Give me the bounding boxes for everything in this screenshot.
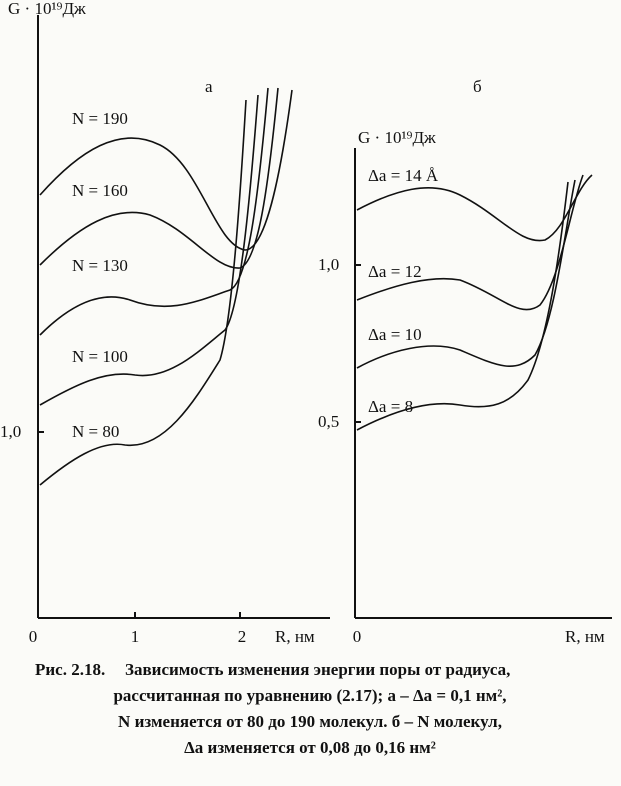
curve xyxy=(356,174,593,242)
curve xyxy=(356,181,569,431)
curve-label: N = 80 xyxy=(72,422,119,441)
caption: Рис. 2.18. Зависимость изменения энергии… xyxy=(35,660,510,757)
caption-line: Δa изменяется от 0,08 до 0,16 нм² xyxy=(184,738,436,757)
y-label: G · 10¹⁹Дж xyxy=(358,128,436,147)
curve-label: Δa = 12 xyxy=(368,262,422,281)
caption-line: N изменяется от 80 до 190 молекул. б – N… xyxy=(118,712,502,731)
panel-label: а xyxy=(205,77,213,96)
curve xyxy=(39,94,259,406)
y-label: G · 10¹⁹Дж xyxy=(8,0,86,18)
y-tick-label: 1,0 xyxy=(318,255,339,274)
curve-label: N = 130 xyxy=(72,256,128,275)
curve xyxy=(39,87,279,269)
curve-label: N = 100 xyxy=(72,347,128,366)
curve-label: Δa = 8 xyxy=(368,397,413,416)
x-tick-label: 0 xyxy=(353,627,362,646)
caption-line: Зависимость изменения энергии поры от ра… xyxy=(125,660,510,679)
curve xyxy=(356,179,576,369)
x-label: R, нм xyxy=(565,627,605,646)
figure: G · 10¹⁹Дж а 0 1 2 R, нм 1,0 N = 190 N =… xyxy=(0,0,612,646)
curve-label: Δa = 10 xyxy=(368,325,422,344)
y-tick-label: 0,5 xyxy=(318,412,339,431)
x-tick-label: 1 xyxy=(131,627,140,646)
y-tick-label: 1,0 xyxy=(0,422,21,441)
x-tick-label: 0 xyxy=(29,627,38,646)
curve-label: N = 190 xyxy=(72,109,128,128)
curve xyxy=(39,89,293,251)
caption-line: рассчитанная по уравнению (2.17); а – Δa… xyxy=(113,686,506,705)
caption-number: Рис. 2.18. xyxy=(35,660,105,679)
x-tick-label: 2 xyxy=(238,627,247,646)
curve xyxy=(39,99,247,486)
panel-label: б xyxy=(473,77,482,96)
x-label: R, нм xyxy=(275,627,315,646)
curve xyxy=(39,87,269,336)
curve-label: Δa = 14 Å xyxy=(368,166,439,185)
curve-label: N = 160 xyxy=(72,181,128,200)
